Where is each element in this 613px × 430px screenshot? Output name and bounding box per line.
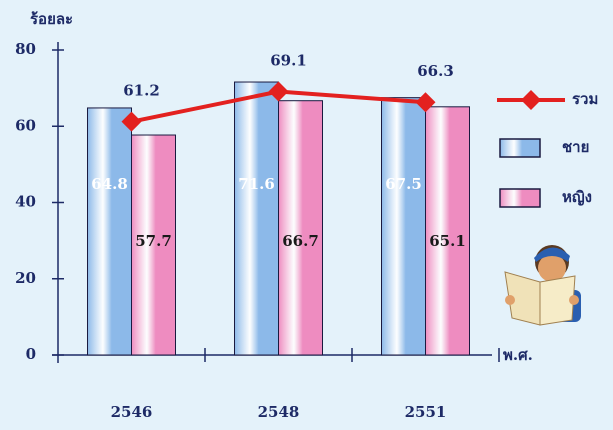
bar xyxy=(381,97,426,356)
x-tick-label: 2546 xyxy=(111,403,153,421)
bar-value-label: 65.1 xyxy=(429,232,466,250)
bar-value-label: 67.5 xyxy=(385,175,422,193)
legend-marker xyxy=(521,90,541,110)
line-marker xyxy=(415,92,436,113)
legend-swatch xyxy=(499,188,541,208)
legend-label: หญิง xyxy=(562,188,592,206)
y-tick-label: 40 xyxy=(15,193,36,211)
bar-value-label: 64.8 xyxy=(91,175,128,193)
y-axis-label: ร้อยละ xyxy=(30,10,73,28)
x-tick-label: 2548 xyxy=(258,403,300,421)
bar xyxy=(278,100,323,356)
x-tick-label: 2551 xyxy=(405,403,447,421)
y-tick-label: 60 xyxy=(15,116,36,134)
bar xyxy=(87,107,132,356)
bar xyxy=(425,106,470,356)
bar xyxy=(234,81,279,356)
legend-label: รวม xyxy=(572,90,598,108)
line-value-label: 66.3 xyxy=(417,62,454,80)
bar xyxy=(131,134,176,356)
x-axis-label: พ.ศ. xyxy=(503,346,533,364)
bar-value-label: 57.7 xyxy=(135,232,172,250)
reader-icon xyxy=(504,245,581,326)
legend-label: ชาย xyxy=(562,138,589,156)
y-tick-label: 0 xyxy=(26,345,36,363)
line-marker xyxy=(268,81,289,102)
line-value-label: 69.1 xyxy=(270,52,307,70)
bar-value-label: 66.7 xyxy=(282,232,319,250)
y-tick-label: 20 xyxy=(15,269,36,287)
legend-swatch xyxy=(499,138,541,158)
bar-value-label: 71.6 xyxy=(238,175,275,193)
y-tick-label: 80 xyxy=(15,40,36,58)
line-marker xyxy=(121,111,142,132)
line-value-label: 61.2 xyxy=(123,82,160,100)
